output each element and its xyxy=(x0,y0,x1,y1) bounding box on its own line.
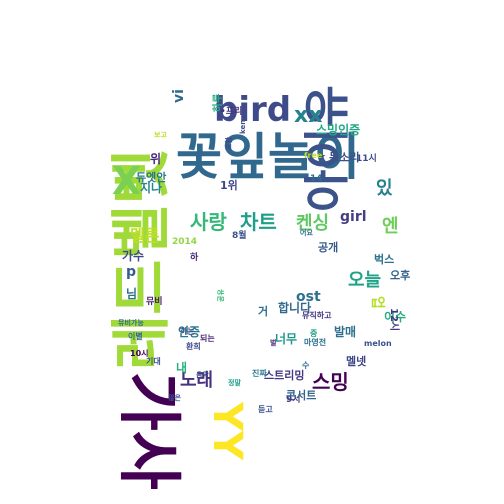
word-76: 정말 xyxy=(228,379,241,387)
word-55: 기대 xyxy=(146,357,161,366)
word-22: 스밍인증 xyxy=(316,123,361,137)
word-62: 하루 xyxy=(213,93,224,112)
word-26: 1위 xyxy=(220,179,238,192)
word-23: k 목소리 xyxy=(318,151,360,164)
word-47: 14 xyxy=(310,174,323,184)
word-46: 8월 xyxy=(232,231,247,241)
word-69: 하 xyxy=(190,253,199,263)
word-66: 수 xyxy=(302,361,310,370)
word-56: 이별 xyxy=(128,332,143,341)
word-65: 보고 xyxy=(154,131,167,139)
word-29: 가수 xyxy=(122,249,145,263)
word-20: 업 xyxy=(369,296,385,309)
word-33: 이수 xyxy=(384,310,407,324)
word-9: 사랑 xyxy=(190,210,227,234)
word-60: 하는 xyxy=(180,327,195,336)
word-44: 뮤비 xyxy=(146,297,163,307)
word-31: 벅스 xyxy=(374,253,395,266)
word-11: 켄싱 xyxy=(296,213,330,234)
word-68: 거 xyxy=(258,305,269,318)
word-70: 어요 xyxy=(300,229,313,237)
word-10: 차트 xyxy=(240,210,277,234)
word-52: 마영전 xyxy=(304,338,327,347)
word-37: 너무 xyxy=(275,332,298,346)
word-43: 님 xyxy=(126,287,138,301)
word-7: X xyxy=(112,159,142,203)
word-45: 2014 xyxy=(172,237,198,247)
word-15: 노래 xyxy=(180,370,214,391)
word-16: 오늘 xyxy=(348,270,382,291)
word-49: 9시 xyxy=(286,395,301,405)
word-6: bird xyxy=(214,90,292,130)
word-21: vi xyxy=(171,89,187,103)
word-34: 12시 xyxy=(388,308,399,332)
word-61: •프리 xyxy=(220,107,243,117)
word-32: 오후 xyxy=(390,269,411,282)
word-17: 있 xyxy=(376,178,393,199)
word-35: 합니다 xyxy=(278,301,312,315)
word-73: 뮤비가능 xyxy=(118,319,144,327)
word-27: 지나 xyxy=(140,181,163,195)
word-48: 11시 xyxy=(356,154,377,164)
word-39: 멜넷 xyxy=(346,355,367,368)
word-18: 엔 xyxy=(382,216,399,237)
word-53: 뮤직하고 xyxy=(302,311,332,320)
word-3: 가사 xyxy=(111,372,185,490)
word-64: ken xyxy=(239,119,247,134)
word-2: 꽃잎놀이 xyxy=(176,128,360,186)
word-57: 진짜 xyxy=(252,369,267,378)
word-67: 중 xyxy=(310,329,318,338)
word-58: 듣고 xyxy=(258,405,273,414)
word-75: 포함 xyxy=(225,137,233,150)
word-28: p xyxy=(126,264,137,280)
word-13: girl xyxy=(340,209,367,225)
word-63: free xyxy=(304,151,323,160)
word-8: xx xyxy=(294,103,323,128)
word-74: 공유 xyxy=(217,289,225,302)
word-19: ost xyxy=(296,289,321,305)
word-24: 위 xyxy=(150,152,162,166)
word-40: 스트리밍 xyxy=(264,369,305,382)
word-71: 않은 xyxy=(168,394,181,402)
word-54: 환희 xyxy=(186,342,201,351)
word-42: 내 xyxy=(176,361,188,375)
word-38: 발매 xyxy=(334,325,357,339)
word-72: 음악 xyxy=(196,371,209,379)
word-14: 스밍 xyxy=(312,370,349,394)
word-77: 벌 xyxy=(270,339,277,347)
word-50: 10시 xyxy=(130,349,149,358)
word-30: 공개 xyxy=(318,241,339,254)
word-25: 듀엣안 xyxy=(136,171,167,184)
word-41: 콘서트 xyxy=(286,389,317,402)
word-5: YY xyxy=(204,402,250,460)
word-51: melon xyxy=(364,339,392,348)
word-12: 멜론 xyxy=(130,226,160,245)
word-36: 인증 xyxy=(178,325,201,339)
word-59: 되는 xyxy=(200,334,215,343)
